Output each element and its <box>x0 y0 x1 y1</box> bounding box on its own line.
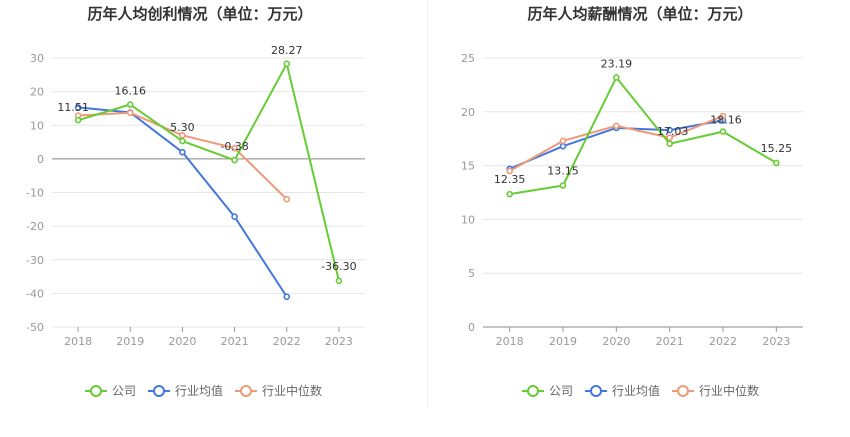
legend-swatch-marker <box>240 385 252 397</box>
data-label: 16.16 <box>115 85 147 98</box>
x-tick-label: 2019 <box>116 335 144 348</box>
profit-per-capita-chart: 历年人均创利情况（单位：万元） 30 20 10 0 -10 -20 -30 -40 -50 201… <box>26 5 365 398</box>
data-point-company <box>179 137 186 145</box>
x-tick-label: 2022 <box>709 335 737 348</box>
series-line-company <box>77 62 340 282</box>
data-point-company <box>666 140 673 148</box>
y-tick-label: -10 <box>26 187 44 200</box>
y-tick-label: 10 <box>461 213 475 226</box>
data-point-industry_median <box>613 122 620 130</box>
data-point-industry_median <box>719 112 727 120</box>
x-tick-label: 2018 <box>496 335 524 348</box>
y-tick-label: -30 <box>26 254 44 267</box>
data-point-industry_median <box>126 109 134 117</box>
data-point-industry_median <box>666 134 673 141</box>
y-tick-label: 0 <box>468 321 475 334</box>
y-tick-label: -40 <box>26 287 44 300</box>
data-label: 18.16 <box>710 114 742 127</box>
legend-swatch-marker <box>153 385 165 397</box>
data-label: 12.35 <box>494 173 526 186</box>
data-point-industry_avg <box>231 213 238 221</box>
legend-swatch-marker <box>527 385 539 397</box>
data-label: 15.25 <box>761 142 793 155</box>
data-point-industry_avg <box>666 126 673 134</box>
salary-per-capita-chart: 历年人均薪酬情况（单位：万元） 25 20 15 10 5 0 2018 2019 2020 202… <box>425 0 850 437</box>
data-point-company <box>283 60 291 68</box>
data-point-company <box>126 101 134 108</box>
chart-title: 历年人均薪酬情况（单位：万元） <box>527 5 752 23</box>
legend-swatch-marker <box>590 385 602 397</box>
data-label: -0.38 <box>220 140 248 153</box>
salary-per-capita-chart-svg: 历年人均薪酬情况（单位：万元） 25 20 15 10 5 0 2018 2019 2020 202… <box>461 5 803 398</box>
data-label: -36.30 <box>321 260 356 273</box>
y-tick-label: 10 <box>30 119 44 132</box>
x-tick-label: 2020 <box>602 335 630 348</box>
y-tick-label: 5 <box>468 267 475 280</box>
y-tick-label: 0 <box>37 153 44 166</box>
data-label: 23.19 <box>601 57 633 70</box>
series-line-company <box>509 76 777 196</box>
data-point-industry_median <box>559 137 567 145</box>
legend-label: 行业均值 <box>612 383 660 398</box>
data-point-company <box>506 190 513 198</box>
data-point-industry_median <box>231 144 238 152</box>
x-tick-label: 2019 <box>549 335 577 348</box>
y-tick-label: -50 <box>26 321 44 334</box>
data-label: 17.03 <box>657 125 689 138</box>
data-point-company <box>231 156 238 164</box>
y-tick-label: 20 <box>461 106 475 119</box>
legend-swatch-marker <box>90 385 102 397</box>
legend-label: 行业中位数 <box>262 383 322 398</box>
legend-label: 公司 <box>112 384 136 398</box>
x-tick-label: 2023 <box>762 335 790 348</box>
legend-label: 行业均值 <box>175 383 223 398</box>
legend-label: 行业中位数 <box>699 383 759 398</box>
legend-swatch-marker <box>677 385 689 397</box>
data-label: 11.51 <box>57 101 89 114</box>
profit-per-capita-chart-svg: 历年人均创利情况（单位：万元） 30 20 10 0 -10 -20 -30 -40 -50 201… <box>26 5 365 398</box>
data-point-industry_avg <box>74 104 82 111</box>
y-tick-label: 25 <box>461 52 475 65</box>
chart-divider <box>427 0 428 408</box>
data-label: 13.15 <box>547 165 579 178</box>
y-tick-label: -20 <box>26 220 44 233</box>
data-point-company <box>613 74 620 81</box>
x-tick-label: 2021 <box>656 335 684 348</box>
data-point-company <box>559 182 567 189</box>
data-point-company <box>773 159 780 167</box>
chart-title: 历年人均创利情况（单位：万元） <box>87 5 312 23</box>
y-tick-label: 30 <box>30 52 44 65</box>
x-tick-label: 2022 <box>273 335 301 348</box>
data-point-industry_avg <box>283 293 291 301</box>
x-tick-label: 2018 <box>64 335 92 348</box>
data-point-company <box>335 277 343 285</box>
data-point-industry_avg <box>179 148 186 156</box>
data-point-industry_avg <box>559 142 567 150</box>
x-tick-label: 2020 <box>168 335 196 348</box>
x-tick-label: 2021 <box>221 335 249 348</box>
data-label: 5.30 <box>170 121 195 134</box>
y-tick-label: 20 <box>30 86 44 99</box>
x-tick-label: 2023 <box>325 335 353 348</box>
data-point-company <box>74 116 82 124</box>
data-point-industry_median <box>283 195 291 203</box>
data-point-industry_median <box>506 167 513 175</box>
data-label: 28.27 <box>271 44 303 57</box>
data-point-company <box>719 128 727 135</box>
legend-label: 公司 <box>549 384 573 398</box>
y-tick-label: 15 <box>461 160 475 173</box>
